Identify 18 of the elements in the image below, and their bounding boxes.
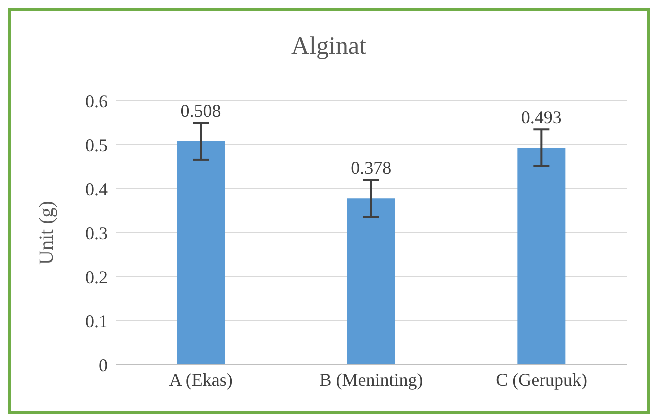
y-axis-title: Unit (g): [36, 201, 58, 265]
data-label: 0.493: [521, 108, 562, 128]
chart-title: Alginat: [290, 33, 368, 61]
y-tick-label: 0: [99, 355, 108, 376]
x-tick-label: B (Meninting): [320, 370, 424, 390]
x-tick-label: A (Ekas): [169, 370, 233, 390]
y-tick-label: 0.1: [86, 311, 108, 332]
bar: [518, 148, 566, 365]
x-tick-label: C (Gerupuk): [496, 370, 588, 390]
y-tick-label: 0.5: [86, 135, 108, 156]
data-label: 0.378: [351, 158, 392, 178]
y-tick-label: 0.6: [86, 91, 108, 112]
y-tick-label: 0.2: [86, 267, 108, 288]
data-label: 0.508: [180, 101, 222, 121]
bar: [347, 198, 396, 365]
y-tick-label: 0.3: [86, 223, 108, 244]
bar: [177, 141, 225, 365]
y-tick-label: 0.4: [86, 179, 108, 200]
